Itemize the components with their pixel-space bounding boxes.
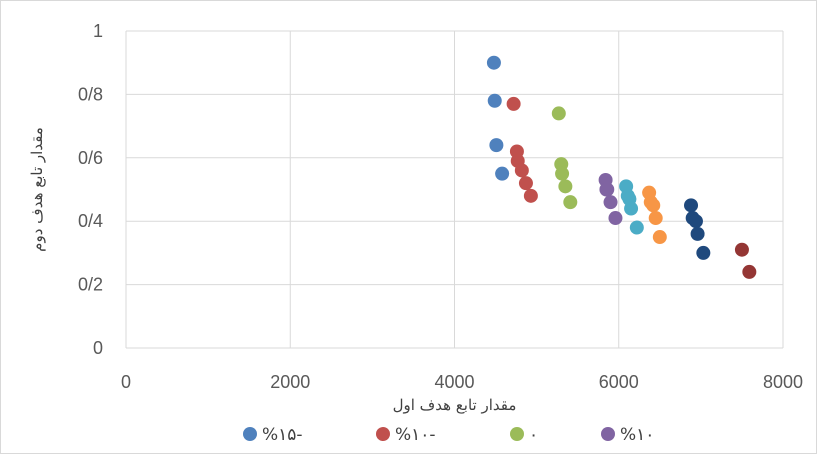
legend-marker	[601, 427, 615, 441]
data-point-series-2	[558, 179, 573, 194]
data-point-series-7	[734, 242, 749, 257]
data-points	[486, 55, 757, 279]
legend: %۱۵- %۱۰- ۰ %۱۰	[243, 425, 654, 445]
data-point-series-6	[684, 198, 699, 213]
data-point-series-1	[514, 163, 529, 178]
legend-label: %۱۰-	[395, 425, 436, 445]
legend-item: %۱۰-	[376, 425, 436, 445]
y-tick-label: 0	[93, 338, 103, 358]
legend-item: ۰	[510, 425, 538, 445]
legend-label: %۱۵-	[262, 425, 303, 445]
x-tick-label: 8000	[763, 372, 803, 392]
data-point-series-4	[624, 201, 639, 216]
y-tick-label: 1	[93, 21, 103, 41]
gridlines	[125, 30, 784, 349]
data-point-series-6	[690, 226, 705, 241]
data-point-series-6	[696, 245, 711, 260]
data-point-series-1	[523, 188, 538, 203]
legend-marker	[243, 427, 257, 441]
data-point-series-7	[742, 264, 757, 279]
x-tick-label: 6000	[599, 372, 639, 392]
data-point-series-2	[551, 106, 566, 121]
data-point-series-2	[555, 166, 570, 181]
legend-marker	[376, 427, 390, 441]
y-tick-label: 0/6	[78, 148, 103, 168]
legend-marker	[510, 427, 524, 441]
y-tick-label: 0/4	[78, 211, 103, 231]
data-point-series-6	[688, 214, 703, 229]
legend-label: ۰	[529, 425, 538, 445]
legend-label: %۱۰	[620, 425, 654, 445]
data-point-series-0	[486, 55, 501, 70]
data-point-series-5	[646, 198, 661, 213]
data-point-series-3	[600, 182, 615, 197]
x-axis-title: مقدار تابع هدف اول	[393, 396, 517, 414]
data-point-series-0	[495, 166, 510, 181]
y-tick-label: 0/8	[78, 84, 103, 104]
x-tick-label: 0	[121, 372, 131, 392]
y-axis-title: مقدار تابع هدف دوم	[28, 127, 46, 252]
x-tick-label: 2000	[270, 372, 310, 392]
data-point-series-5	[652, 230, 667, 245]
data-point-series-5	[648, 211, 663, 226]
data-point-series-0	[489, 138, 504, 153]
x-tick-label: 4000	[434, 372, 474, 392]
y-tick-label: 0/2	[78, 275, 103, 295]
data-point-series-4	[629, 220, 644, 235]
data-point-series-3	[608, 211, 623, 226]
data-point-series-0	[487, 93, 502, 108]
data-point-series-1	[506, 96, 521, 111]
legend-item: %۱۵-	[243, 425, 303, 445]
tick-labels: 0 0/2 0/4 0/6 0/8 1 0 2000 4000 6000 8000	[78, 21, 803, 392]
data-point-series-2	[563, 195, 578, 210]
data-point-series-3	[603, 195, 618, 210]
data-point-series-1	[518, 176, 533, 191]
legend-item: %۱۰	[601, 425, 654, 445]
